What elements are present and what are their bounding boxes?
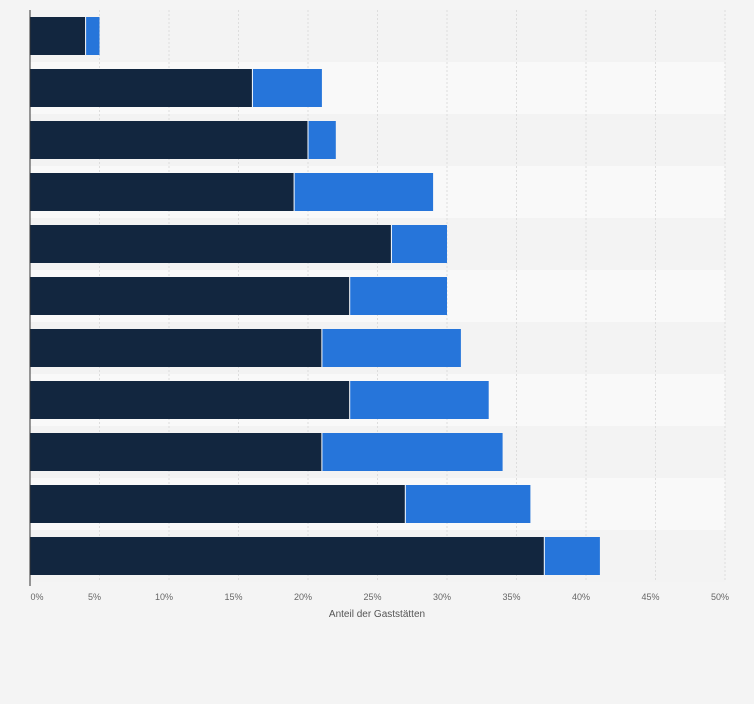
bar-segment-blue: [349, 277, 447, 315]
bar-segment-blue: [349, 381, 489, 419]
bar-segment-blue: [405, 485, 531, 523]
x-tick-label: 10%: [155, 592, 173, 602]
bar-segment-dark: [30, 17, 86, 55]
x-tick-label: 45%: [641, 592, 659, 602]
x-tick-label: 30%: [433, 592, 451, 602]
bars: [30, 17, 600, 575]
x-tick-label: 35%: [502, 592, 520, 602]
x-tick-label: 20%: [294, 592, 312, 602]
bar-segment-blue: [85, 17, 100, 55]
bar-segment-blue: [321, 433, 503, 471]
x-tick-label: 0%: [30, 592, 43, 602]
bar-segment-dark: [30, 537, 545, 575]
bar-segment-dark: [30, 173, 295, 211]
x-tick-label: 15%: [224, 592, 242, 602]
bar-segment-dark: [30, 277, 350, 315]
x-tick-label: 50%: [711, 592, 729, 602]
bar-segment-blue: [391, 225, 447, 263]
x-axis: 0% 5% 10% 15% 20% 25% 30% 35% 40% 45% 50%: [29, 10, 729, 602]
x-tick-label: 5%: [88, 592, 101, 602]
bar-segment-dark: [30, 381, 350, 419]
bar-segment-dark: [30, 433, 322, 471]
bar-segment-dark: [30, 329, 322, 367]
bar-segment-blue: [321, 329, 461, 367]
bar-segment-dark: [30, 121, 308, 159]
bar-segment-dark: [30, 69, 253, 107]
bar-segment-blue: [544, 537, 600, 575]
x-axis-label: Anteil der Gaststätten: [329, 609, 425, 620]
bar-segment-blue: [252, 69, 322, 107]
bar-segment-dark: [30, 225, 392, 263]
x-tick-label: 40%: [572, 592, 590, 602]
bar-segment-blue: [294, 173, 434, 211]
bar-segment-dark: [30, 485, 406, 523]
bar-segment-blue: [308, 121, 336, 159]
x-tick-label: 25%: [363, 592, 381, 602]
